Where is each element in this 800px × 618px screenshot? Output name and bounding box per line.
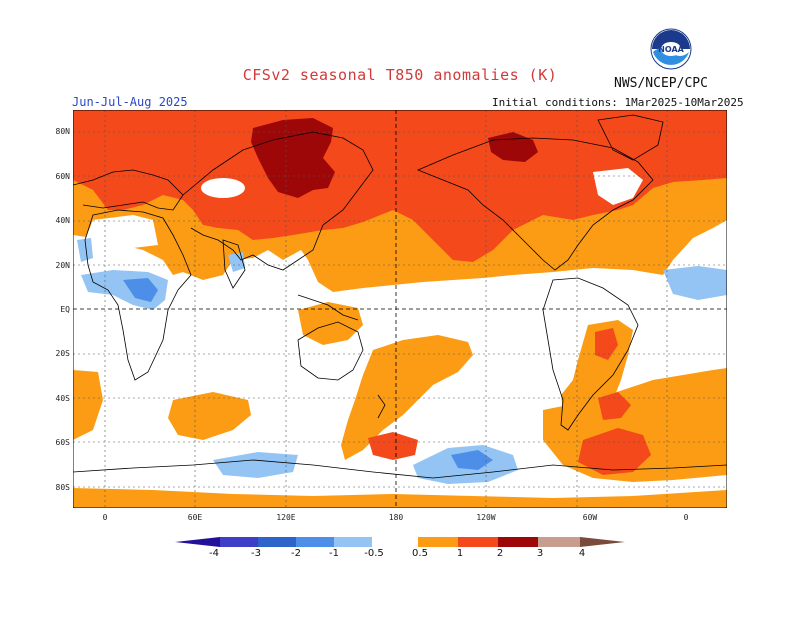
colorbar-label: -4 bbox=[209, 548, 219, 559]
logo-text: NOAA bbox=[658, 45, 684, 54]
anomaly-region-blue-antarctic-b-core bbox=[451, 450, 493, 470]
lat-label-80s: 80S bbox=[55, 483, 70, 492]
colorbar-bin bbox=[458, 537, 498, 547]
anomaly-map bbox=[73, 110, 727, 508]
lat-label-40n: 40N bbox=[55, 216, 70, 225]
colorbar-label: 3 bbox=[536, 548, 544, 559]
chart-title: CFSv2 seasonal T850 anomalies (K) bbox=[242, 66, 558, 84]
anomaly-region-blue-atlantic-north bbox=[77, 238, 93, 262]
anomaly-region-orange-pacific bbox=[341, 335, 473, 460]
colorbar-bin bbox=[296, 537, 334, 547]
gridlines bbox=[73, 110, 727, 508]
anomaly-region-orange-indian bbox=[168, 392, 251, 440]
colorbar-bin bbox=[220, 537, 258, 547]
lon-label-120e: 120E bbox=[276, 513, 296, 522]
anomaly-gap-canada bbox=[593, 168, 643, 205]
organization-label: NWS/NCEP/CPC bbox=[614, 76, 708, 91]
lat-label-80n: 80N bbox=[55, 127, 70, 136]
anomaly-region-orange-australia bbox=[298, 302, 363, 345]
initial-conditions-label: Initial conditions: 1Mar2025-10Mar2025 bbox=[492, 96, 744, 109]
anomaly-region-darkred-siberia bbox=[251, 118, 335, 198]
colorbar-label: 4 bbox=[578, 548, 586, 559]
anomaly-region-red-brazil bbox=[595, 328, 618, 360]
lat-label-60s: 60S bbox=[55, 438, 70, 447]
colorbar-label: 1 bbox=[456, 548, 464, 559]
colorbar bbox=[175, 537, 625, 547]
lon-label-120w: 120W bbox=[476, 513, 496, 522]
lon-label-0-right: 0 bbox=[683, 513, 689, 522]
anomaly-gap-atlantic bbox=[85, 215, 158, 250]
colorbar-label: 0.5 bbox=[412, 548, 428, 559]
anomaly-region-red-south-atlantic bbox=[578, 428, 651, 475]
anomaly-region-blue-antarctic-a bbox=[213, 452, 298, 478]
anomaly-region-orange-antarctic bbox=[73, 488, 727, 508]
colorbar-bin bbox=[258, 537, 296, 547]
anomaly-region-red-north bbox=[73, 110, 727, 262]
colorbar-label: -3 bbox=[251, 548, 261, 559]
season-label: Jun-Jul-Aug 2025 bbox=[72, 95, 188, 109]
colorbar-bin bbox=[418, 537, 458, 547]
lat-label-20s: 20S bbox=[55, 349, 70, 358]
colorbar-bin bbox=[334, 537, 372, 547]
anomaly-region-blue-westafrica bbox=[663, 266, 727, 300]
colorbar-label: -2 bbox=[291, 548, 301, 559]
colorbar-bin bbox=[498, 537, 538, 547]
anomaly-region-red-argentina bbox=[598, 392, 631, 420]
lat-label-60n: 60N bbox=[55, 172, 70, 181]
anomaly-region-blue-sahel-core bbox=[123, 278, 158, 302]
lat-label-40s: 40S bbox=[55, 394, 70, 403]
lon-label-60e: 60E bbox=[187, 513, 203, 522]
anomaly-region-orange-sw bbox=[73, 370, 103, 440]
colorbar-bin bbox=[538, 537, 580, 547]
coastlines bbox=[73, 114, 727, 479]
colorbar-min-arrow bbox=[175, 537, 220, 547]
anomaly-gap-north-africa bbox=[201, 178, 245, 198]
colorbar-label: 2 bbox=[496, 548, 504, 559]
lon-label-180: 180 bbox=[388, 513, 404, 522]
colorbar-label: -0.5 bbox=[364, 548, 384, 559]
lat-label-eq: EQ bbox=[60, 305, 70, 314]
colorbar-label: -1 bbox=[329, 548, 339, 559]
lat-label-20n: 20N bbox=[55, 261, 70, 270]
colorbar-bin bbox=[372, 537, 418, 547]
lon-label-0: 0 bbox=[102, 513, 108, 522]
noaa-logo: NOAA bbox=[650, 28, 692, 70]
anomaly-region-blue-india bbox=[228, 252, 245, 272]
colorbar-max-arrow bbox=[580, 537, 625, 547]
lon-label-60w: 60W bbox=[582, 513, 598, 522]
anomaly-region-red-pacific bbox=[368, 432, 418, 460]
